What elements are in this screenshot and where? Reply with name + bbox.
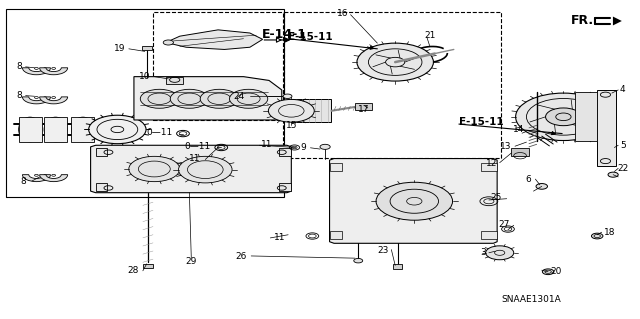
Circle shape bbox=[163, 40, 173, 45]
Text: 11: 11 bbox=[274, 234, 285, 242]
Bar bbox=[283, 11, 501, 158]
Circle shape bbox=[230, 89, 268, 108]
Circle shape bbox=[591, 233, 603, 239]
Circle shape bbox=[89, 115, 146, 144]
Polygon shape bbox=[597, 90, 616, 167]
Circle shape bbox=[354, 258, 363, 263]
Circle shape bbox=[608, 172, 618, 177]
Circle shape bbox=[140, 89, 179, 108]
Circle shape bbox=[320, 144, 330, 149]
Polygon shape bbox=[511, 148, 529, 156]
Text: 12: 12 bbox=[486, 159, 497, 168]
Polygon shape bbox=[91, 145, 291, 193]
Text: 28: 28 bbox=[127, 266, 138, 275]
Text: 22: 22 bbox=[617, 164, 628, 173]
Wedge shape bbox=[22, 175, 51, 182]
Circle shape bbox=[545, 108, 581, 126]
Circle shape bbox=[268, 100, 314, 122]
Text: E-15-11: E-15-11 bbox=[288, 32, 333, 42]
Circle shape bbox=[283, 94, 292, 99]
Text: 8: 8 bbox=[17, 62, 22, 71]
Polygon shape bbox=[72, 117, 95, 142]
Text: FR.: FR. bbox=[571, 14, 594, 27]
Text: 27: 27 bbox=[499, 220, 510, 229]
Circle shape bbox=[536, 183, 547, 189]
Text: 8: 8 bbox=[17, 91, 22, 100]
Circle shape bbox=[542, 269, 554, 275]
Text: 21: 21 bbox=[424, 31, 435, 40]
Polygon shape bbox=[330, 159, 497, 243]
Text: 0—11: 0—11 bbox=[184, 142, 211, 151]
Polygon shape bbox=[166, 77, 183, 84]
Text: SNAAE1301A: SNAAE1301A bbox=[502, 295, 561, 304]
Bar bbox=[6, 9, 284, 197]
Wedge shape bbox=[40, 97, 68, 104]
Text: 29: 29 bbox=[186, 257, 197, 266]
Polygon shape bbox=[278, 183, 291, 191]
Polygon shape bbox=[96, 148, 106, 156]
Ellipse shape bbox=[72, 117, 95, 142]
Polygon shape bbox=[143, 264, 153, 268]
Wedge shape bbox=[40, 68, 68, 75]
Text: 16: 16 bbox=[337, 9, 348, 18]
Ellipse shape bbox=[44, 117, 67, 142]
Text: 14: 14 bbox=[513, 125, 524, 134]
Ellipse shape bbox=[19, 117, 42, 142]
Text: 11: 11 bbox=[189, 154, 200, 163]
Text: 18: 18 bbox=[604, 228, 615, 237]
Text: 13: 13 bbox=[500, 142, 511, 151]
Polygon shape bbox=[394, 264, 402, 269]
Text: 26: 26 bbox=[236, 252, 246, 261]
Circle shape bbox=[170, 89, 209, 108]
Polygon shape bbox=[19, 117, 42, 142]
Text: 6: 6 bbox=[526, 174, 532, 184]
Polygon shape bbox=[278, 148, 291, 156]
Wedge shape bbox=[22, 97, 51, 104]
Text: 9: 9 bbox=[300, 143, 306, 152]
Polygon shape bbox=[330, 163, 342, 171]
Bar bbox=[153, 12, 284, 120]
Polygon shape bbox=[134, 77, 282, 120]
Text: 10: 10 bbox=[139, 72, 150, 81]
Text: 20: 20 bbox=[550, 267, 562, 276]
Circle shape bbox=[200, 89, 239, 108]
Text: 8: 8 bbox=[21, 176, 27, 186]
Text: E-14-1: E-14-1 bbox=[261, 28, 307, 41]
Circle shape bbox=[486, 246, 514, 260]
Polygon shape bbox=[291, 100, 332, 122]
Polygon shape bbox=[355, 103, 372, 109]
Polygon shape bbox=[330, 231, 342, 239]
Polygon shape bbox=[96, 183, 106, 191]
Polygon shape bbox=[575, 92, 597, 141]
Text: 24: 24 bbox=[234, 92, 245, 101]
Text: 17: 17 bbox=[358, 105, 369, 114]
Text: 19: 19 bbox=[113, 44, 125, 53]
Polygon shape bbox=[481, 231, 497, 239]
Text: 0—11: 0—11 bbox=[146, 128, 172, 137]
Text: 5: 5 bbox=[620, 141, 625, 150]
Text: 11: 11 bbox=[261, 140, 273, 149]
Text: 3: 3 bbox=[480, 248, 486, 257]
Wedge shape bbox=[40, 175, 68, 182]
Circle shape bbox=[179, 156, 232, 183]
Circle shape bbox=[376, 182, 452, 220]
Circle shape bbox=[129, 156, 180, 182]
Text: E-15-11: E-15-11 bbox=[459, 117, 504, 127]
Text: 25: 25 bbox=[490, 193, 502, 202]
Polygon shape bbox=[44, 117, 67, 142]
Wedge shape bbox=[22, 68, 51, 75]
Circle shape bbox=[357, 43, 433, 81]
Polygon shape bbox=[141, 46, 152, 50]
Polygon shape bbox=[166, 30, 262, 49]
Text: 15: 15 bbox=[285, 121, 297, 130]
Polygon shape bbox=[481, 163, 497, 171]
Text: 23: 23 bbox=[378, 246, 389, 255]
Text: 4: 4 bbox=[620, 85, 625, 94]
Circle shape bbox=[516, 93, 611, 141]
